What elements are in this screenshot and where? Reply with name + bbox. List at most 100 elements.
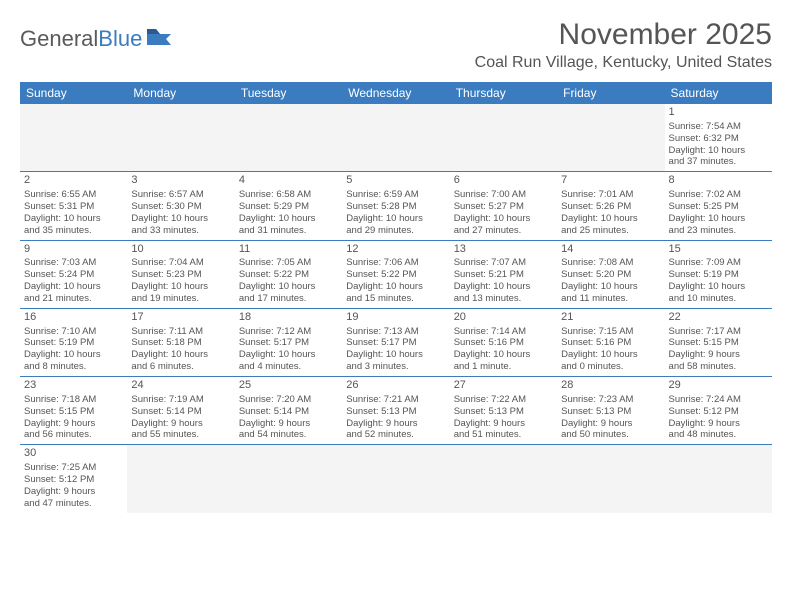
daylight1-text: Daylight: 10 hours [24,349,123,361]
day-cell: 13Sunrise: 7:07 AMSunset: 5:21 PMDayligh… [450,241,557,308]
daylight2-text: and 4 minutes. [239,361,338,373]
day-cell: 21Sunrise: 7:15 AMSunset: 5:16 PMDayligh… [557,309,664,376]
day-number: 18 [239,311,338,325]
daylight1-text: Daylight: 10 hours [669,213,768,225]
sunset-text: Sunset: 5:12 PM [669,406,768,418]
sunset-text: Sunset: 5:22 PM [346,269,445,281]
sunrise-text: Sunrise: 7:20 AM [239,394,338,406]
daylight1-text: Daylight: 10 hours [239,281,338,293]
day-number: 29 [669,379,768,393]
day-cell: 27Sunrise: 7:22 AMSunset: 5:13 PMDayligh… [450,377,557,444]
sunrise-text: Sunrise: 7:14 AM [454,326,553,338]
sunset-text: Sunset: 5:15 PM [669,337,768,349]
flag-icon [146,26,172,52]
sunrise-text: Sunrise: 7:08 AM [561,257,660,269]
daylight2-text: and 54 minutes. [239,429,338,441]
day-number: 12 [346,243,445,257]
month-title: November 2025 [475,18,772,52]
day-number: 22 [669,311,768,325]
empty-cell [127,445,234,512]
daylight1-text: Daylight: 10 hours [131,281,230,293]
day-cell: 17Sunrise: 7:11 AMSunset: 5:18 PMDayligh… [127,309,234,376]
sunrise-text: Sunrise: 7:25 AM [24,462,123,474]
header: GeneralBlue November 2025 Coal Run Villa… [20,18,772,72]
day-cell: 16Sunrise: 7:10 AMSunset: 5:19 PMDayligh… [20,309,127,376]
daylight1-text: Daylight: 10 hours [561,213,660,225]
daylight1-text: Daylight: 10 hours [346,281,445,293]
sunrise-text: Sunrise: 7:12 AM [239,326,338,338]
sunrise-text: Sunrise: 7:54 AM [669,121,768,133]
daylight2-text: and 55 minutes. [131,429,230,441]
daylight1-text: Daylight: 10 hours [24,213,123,225]
sunset-text: Sunset: 5:28 PM [346,201,445,213]
week-row: 9Sunrise: 7:03 AMSunset: 5:24 PMDaylight… [20,241,772,309]
sunrise-text: Sunrise: 7:21 AM [346,394,445,406]
calendar: SundayMondayTuesdayWednesdayThursdayFrid… [20,82,772,513]
daylight2-text: and 23 minutes. [669,225,768,237]
day-number: 4 [239,174,338,188]
sunset-text: Sunset: 5:14 PM [131,406,230,418]
daylight1-text: Daylight: 10 hours [561,281,660,293]
daylight2-text: and 1 minute. [454,361,553,373]
empty-cell [665,445,772,512]
week-row: 30Sunrise: 7:25 AMSunset: 5:12 PMDayligh… [20,445,772,512]
daylight1-text: Daylight: 9 hours [24,486,123,498]
day-number: 3 [131,174,230,188]
daylight1-text: Daylight: 9 hours [24,418,123,430]
week-row: 23Sunrise: 7:18 AMSunset: 5:15 PMDayligh… [20,377,772,445]
day-header-row: SundayMondayTuesdayWednesdayThursdayFrid… [20,82,772,104]
sunset-text: Sunset: 5:13 PM [346,406,445,418]
day-header: Sunday [20,82,127,104]
daylight2-text: and 51 minutes. [454,429,553,441]
day-cell: 4Sunrise: 6:58 AMSunset: 5:29 PMDaylight… [235,172,342,239]
sunrise-text: Sunrise: 7:03 AM [24,257,123,269]
daylight2-text: and 31 minutes. [239,225,338,237]
daylight2-text: and 3 minutes. [346,361,445,373]
empty-cell [342,445,449,512]
day-number: 1 [669,106,768,120]
daylight1-text: Daylight: 9 hours [669,418,768,430]
day-number: 8 [669,174,768,188]
logo: GeneralBlue [20,18,172,52]
sunset-text: Sunset: 5:12 PM [24,474,123,486]
daylight2-text: and 35 minutes. [24,225,123,237]
weeks-container: 1Sunrise: 7:54 AMSunset: 6:32 PMDaylight… [20,104,772,513]
sunrise-text: Sunrise: 7:19 AM [131,394,230,406]
day-number: 21 [561,311,660,325]
day-number: 14 [561,243,660,257]
daylight2-text: and 27 minutes. [454,225,553,237]
daylight1-text: Daylight: 10 hours [669,145,768,157]
day-number: 5 [346,174,445,188]
daylight2-text: and 52 minutes. [346,429,445,441]
daylight2-text: and 11 minutes. [561,293,660,305]
daylight2-text: and 15 minutes. [346,293,445,305]
logo-text-general: General [20,26,98,52]
sunset-text: Sunset: 5:24 PM [24,269,123,281]
week-row: 16Sunrise: 7:10 AMSunset: 5:19 PMDayligh… [20,309,772,377]
sunset-text: Sunset: 5:31 PM [24,201,123,213]
day-cell: 1Sunrise: 7:54 AMSunset: 6:32 PMDaylight… [665,104,772,171]
day-header: Saturday [665,82,772,104]
sunset-text: Sunset: 5:16 PM [561,337,660,349]
sunset-text: Sunset: 5:23 PM [131,269,230,281]
day-cell: 18Sunrise: 7:12 AMSunset: 5:17 PMDayligh… [235,309,342,376]
daylight1-text: Daylight: 10 hours [346,349,445,361]
sunrise-text: Sunrise: 7:07 AM [454,257,553,269]
day-cell: 25Sunrise: 7:20 AMSunset: 5:14 PMDayligh… [235,377,342,444]
sunset-text: Sunset: 5:19 PM [669,269,768,281]
sunrise-text: Sunrise: 7:10 AM [24,326,123,338]
daylight1-text: Daylight: 9 hours [239,418,338,430]
day-number: 27 [454,379,553,393]
day-cell: 7Sunrise: 7:01 AMSunset: 5:26 PMDaylight… [557,172,664,239]
daylight2-text: and 6 minutes. [131,361,230,373]
daylight1-text: Daylight: 10 hours [454,349,553,361]
week-row: 2Sunrise: 6:55 AMSunset: 5:31 PMDaylight… [20,172,772,240]
daylight2-text: and 58 minutes. [669,361,768,373]
sunrise-text: Sunrise: 7:04 AM [131,257,230,269]
day-cell: 28Sunrise: 7:23 AMSunset: 5:13 PMDayligh… [557,377,664,444]
empty-cell [235,104,342,171]
sunrise-text: Sunrise: 7:09 AM [669,257,768,269]
sunrise-text: Sunrise: 6:57 AM [131,189,230,201]
daylight1-text: Daylight: 10 hours [131,213,230,225]
day-header: Tuesday [235,82,342,104]
